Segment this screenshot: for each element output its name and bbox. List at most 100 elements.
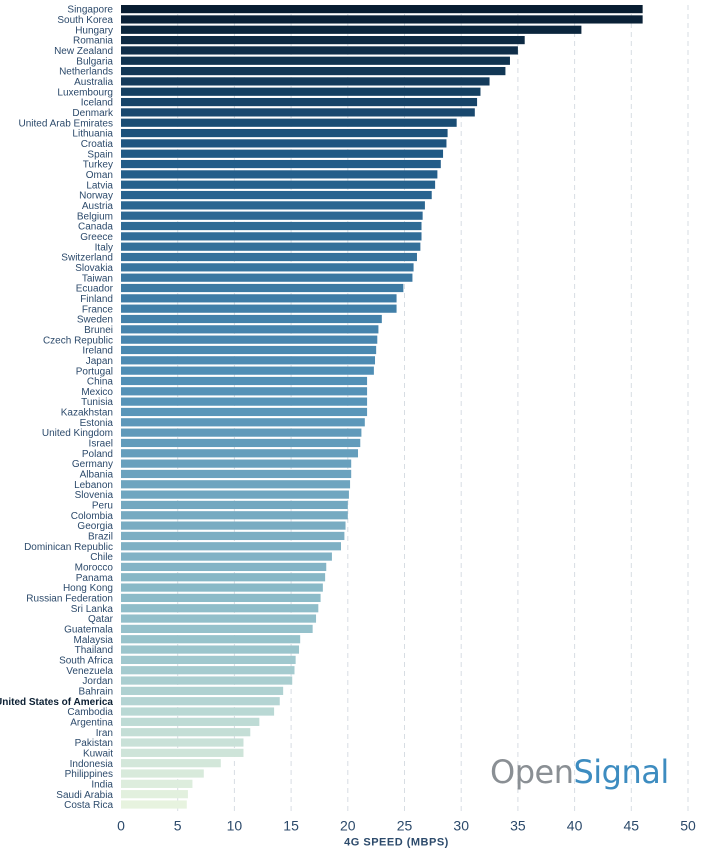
bar-costa-rica <box>121 800 187 809</box>
category-label-lebanon: Lebanon <box>74 480 113 491</box>
bar-saudi-arabia <box>121 790 188 799</box>
category-label-brunei: Brunei <box>84 325 113 336</box>
bar-brazil <box>121 531 345 541</box>
bar-singapore <box>121 5 643 14</box>
category-label-costa-rica: Costa Rica <box>64 800 113 811</box>
category-label-norway: Norway <box>79 191 113 202</box>
bar-germany <box>121 459 352 468</box>
category-label-south-korea: South Korea <box>57 15 113 26</box>
bar-chile <box>121 552 332 561</box>
category-label-jordan: Jordan <box>82 676 113 687</box>
bar-series <box>121 5 643 809</box>
category-label-ireland: Ireland <box>82 346 113 357</box>
category-label-kuwait: Kuwait <box>83 748 113 759</box>
bar-taiwan <box>121 273 413 282</box>
category-label-bulgaria: Bulgaria <box>76 56 113 67</box>
bar-panama <box>121 573 326 582</box>
category-label-south-africa: South Africa <box>59 655 113 666</box>
category-label-israel: Israel <box>89 439 113 450</box>
bar-france <box>121 304 397 313</box>
category-label-italy: Italy <box>95 242 113 253</box>
bar-india <box>121 779 193 788</box>
category-label-ecuador: Ecuador <box>76 284 114 295</box>
category-label-slovakia: Slovakia <box>75 263 113 274</box>
category-label-lithuania: Lithuania <box>72 129 113 140</box>
category-label-estonia: Estonia <box>80 418 114 429</box>
bar-guatemala <box>121 624 313 633</box>
category-label-colombia: Colombia <box>71 511 114 522</box>
category-label-taiwan: Taiwan <box>82 273 113 284</box>
category-label-united-states-of-america: United States of America <box>0 697 113 708</box>
bar-dominican-republic <box>121 542 341 551</box>
category-label-france: France <box>82 304 114 315</box>
bar-hungary <box>121 25 582 34</box>
category-label-tunisia: Tunisia <box>81 397 113 408</box>
x-tick-label-5: 5 <box>174 818 182 834</box>
bar-thailand <box>121 645 300 654</box>
bar-poland <box>121 449 359 458</box>
x-axis-tick-labels: 0 5 10 15 20 25 30 35 40 45 50 <box>117 818 696 834</box>
bar-colombia <box>121 511 348 520</box>
category-label-romania: Romania <box>73 36 113 47</box>
category-label-denmark: Denmark <box>72 108 114 119</box>
bar-cambodia <box>121 707 275 716</box>
category-label-japan: Japan <box>86 356 113 367</box>
bar-czech-republic <box>121 335 378 344</box>
category-label-kazakhstan: Kazakhstan <box>61 408 113 419</box>
bar-south-korea <box>121 15 643 24</box>
bar-finland <box>121 294 397 303</box>
category-label-australia: Australia <box>74 77 113 88</box>
bar-slovakia <box>121 263 414 272</box>
bar-lithuania <box>121 128 448 138</box>
category-label-cambodia: Cambodia <box>67 707 113 718</box>
category-label-venezuela: Venezuela <box>66 666 113 677</box>
x-tick-label-20: 20 <box>340 818 356 834</box>
bar-japan <box>121 356 376 365</box>
bar-latvia <box>121 180 436 189</box>
bar-croatia <box>121 139 447 148</box>
bar-oman <box>121 170 438 179</box>
bar-jordan <box>121 676 293 685</box>
category-label-mexico: Mexico <box>81 387 113 398</box>
bar-brunei <box>121 325 379 334</box>
category-label-brazil: Brazil <box>88 532 113 543</box>
x-tick-label-35: 35 <box>510 818 526 834</box>
category-label-czech-republic: Czech Republic <box>43 335 113 346</box>
bar-united-states-of-america <box>121 697 280 706</box>
logo-text-open: Open <box>490 753 574 791</box>
category-label-united-arab-emirates: United Arab Emirates <box>19 118 114 129</box>
bar-kuwait <box>121 748 244 757</box>
category-label-austria: Austria <box>82 201 114 212</box>
bar-israel <box>121 438 361 448</box>
bar-italy <box>121 242 421 251</box>
bar-romania <box>121 35 525 45</box>
x-tick-label-0: 0 <box>117 818 125 834</box>
bar-bahrain <box>121 686 284 695</box>
bar-indonesia <box>121 759 221 768</box>
logo-text-signal: Signal <box>573 753 669 791</box>
bar-estonia <box>121 418 365 427</box>
category-label-new-zealand: New Zealand <box>54 46 113 57</box>
category-label-chile: Chile <box>90 552 113 563</box>
category-label-thailand: Thailand <box>75 645 113 656</box>
x-tick-label-10: 10 <box>227 818 243 834</box>
category-label-georgia: Georgia <box>77 521 113 532</box>
bar-morocco <box>121 562 327 572</box>
category-label-belgium: Belgium <box>77 211 113 222</box>
bar-luxembourg <box>121 87 481 96</box>
bar-australia <box>121 77 490 86</box>
category-label-malaysia: Malaysia <box>74 635 114 646</box>
bar-kazakhstan <box>121 407 368 417</box>
bar-belgium <box>121 211 423 220</box>
category-label-luxembourg: Luxembourg <box>57 87 113 98</box>
category-label-canada: Canada <box>78 222 113 233</box>
bar-turkey <box>121 159 441 169</box>
category-label-finland: Finland <box>80 294 113 305</box>
bar-netherlands <box>121 66 506 76</box>
bar-portugal <box>121 366 374 375</box>
bar-ecuador <box>121 283 404 293</box>
bar-peru <box>121 500 348 510</box>
bar-pakistan <box>121 738 244 747</box>
category-label-panama: Panama <box>76 573 114 584</box>
